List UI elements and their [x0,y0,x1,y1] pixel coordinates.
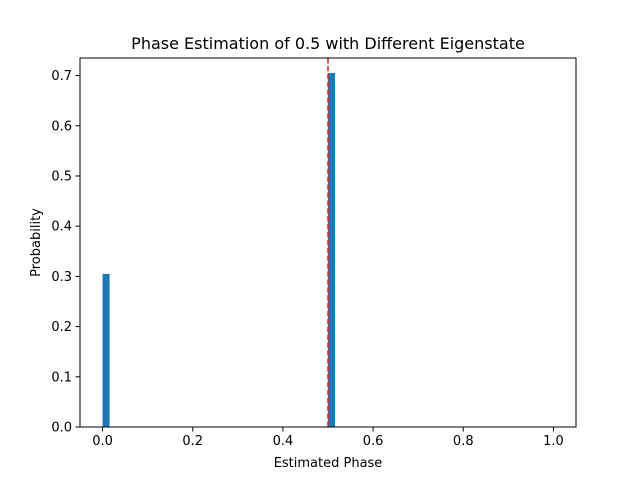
x-tick-label-1: 0.2 [182,434,203,449]
bar-1 [328,73,336,428]
y-tick-label-0: 0.0 [51,421,72,436]
bars-group [102,73,336,428]
y-tick-label-1: 0.1 [51,370,72,385]
plot-frame [79,57,577,428]
y-tick-label-4: 0.4 [51,220,72,235]
x-tick-label-0: 0.0 [92,434,113,449]
x-tick-label-5: 1.0 [543,434,564,449]
y-tick-label-3: 0.3 [51,270,72,285]
plot-area: 0.0 0.2 0.4 0.6 0.8 1.0 0.0 0.1 0.2 0.3 0.4 0.5 0.6… [51,57,577,449]
x-tick-label-3: 0.6 [363,434,384,449]
y-axis-ticks: 0.0 0.1 0.2 0.3 0.4 0.5 0.6 0.7 [51,69,80,436]
x-tick-label-2: 0.4 [273,434,294,449]
x-axis-ticks: 0.0 0.2 0.4 0.6 0.8 1.0 [92,427,564,449]
y-axis-label: Probability [29,208,44,277]
x-tick-label-4: 0.8 [453,434,474,449]
bar-0 [102,273,110,427]
y-tick-label-6: 0.6 [51,119,72,134]
y-tick-label-7: 0.7 [51,69,72,84]
y-tick-label-5: 0.5 [51,169,72,184]
x-axis-label: Estimated Phase [274,456,383,471]
y-tick-label-2: 0.2 [51,320,72,335]
chart-title: Phase Estimation of 0.5 with Different E… [131,34,525,53]
